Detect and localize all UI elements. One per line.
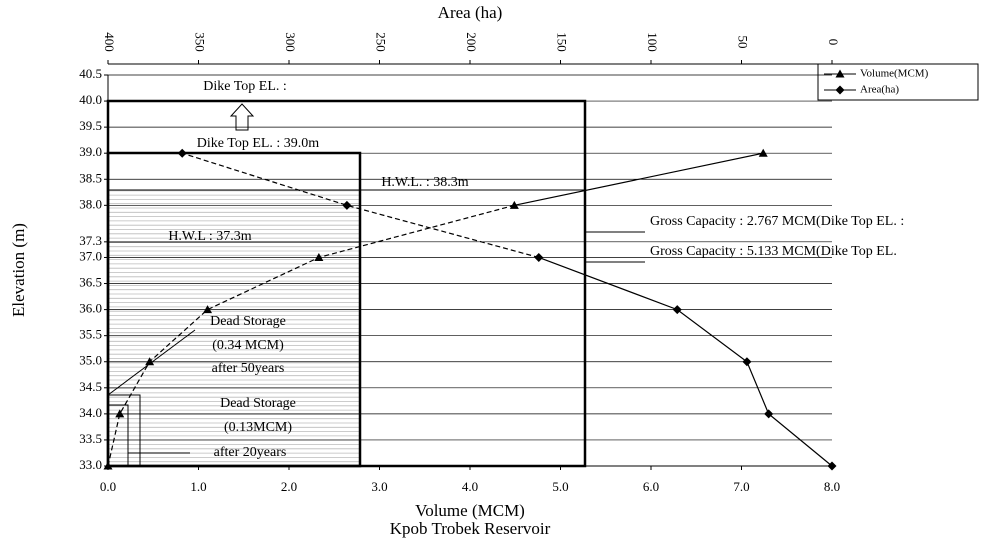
series-line bbox=[514, 152, 764, 206]
hatching bbox=[108, 190, 360, 467]
arrow-up bbox=[229, 103, 255, 131]
y-tick-label: 37.3 bbox=[79, 233, 102, 248]
marker bbox=[145, 357, 155, 366]
chart-title: Kpob Trobek Reservoir bbox=[390, 519, 551, 538]
annotation: after 50years bbox=[212, 361, 285, 376]
marker bbox=[827, 461, 837, 471]
annotation: after 20years bbox=[214, 445, 287, 460]
x-tick-label: 5.0 bbox=[552, 479, 568, 494]
x2-tick-label: 0 bbox=[826, 39, 841, 46]
y-tick-label: 34.5 bbox=[79, 379, 102, 394]
legend-label: Area(ha) bbox=[860, 84, 899, 96]
y-tick-label: 39.0 bbox=[79, 144, 102, 159]
x-tick-label: 3.0 bbox=[371, 479, 387, 494]
y-tick-label: 36.5 bbox=[79, 275, 102, 290]
x2-tick-label: 400 bbox=[102, 32, 117, 52]
x2-tick-label: 350 bbox=[193, 32, 208, 52]
annotation: Dike Top EL. : bbox=[203, 79, 287, 94]
x-tick-label: 0.0 bbox=[100, 479, 116, 494]
marker bbox=[509, 200, 519, 209]
y-tick-label: 40.5 bbox=[79, 66, 102, 81]
y-tick-label: 34.0 bbox=[79, 405, 102, 420]
annotation: Dike Top EL. : 39.0m bbox=[197, 136, 320, 151]
x-tick-label: 1.0 bbox=[190, 479, 206, 494]
marker bbox=[764, 409, 774, 419]
marker bbox=[177, 148, 187, 158]
annotation: Gross Capacity : 5.133 MCM(Dike Top EL. bbox=[650, 244, 897, 259]
marker bbox=[758, 148, 768, 157]
marker bbox=[742, 357, 752, 367]
y-tick-label: 37.0 bbox=[79, 248, 102, 263]
series-line bbox=[107, 204, 515, 467]
annotation: H.W.L. : 38.3m bbox=[381, 175, 468, 190]
marker bbox=[103, 461, 113, 470]
annotation: Dead Storage bbox=[220, 396, 296, 411]
marker bbox=[342, 200, 352, 210]
x2-tick-label: 200 bbox=[464, 32, 479, 52]
y-tick-label: 36.0 bbox=[79, 301, 102, 316]
y-tick-label: 40.0 bbox=[79, 92, 102, 107]
y-tick-label: 33.5 bbox=[79, 431, 102, 446]
y-tick-label: 38.0 bbox=[79, 196, 102, 211]
x-tick-label: 4.0 bbox=[462, 479, 478, 494]
x2-tick-label: 50 bbox=[736, 36, 751, 49]
marker bbox=[534, 252, 544, 262]
marker bbox=[115, 409, 125, 418]
annotation: (0.34 MCM) bbox=[212, 338, 284, 353]
y-tick-label: 33.0 bbox=[79, 457, 102, 472]
marker bbox=[672, 305, 682, 315]
y-axis-title: Elevation (m) bbox=[9, 223, 28, 317]
series-line bbox=[182, 152, 539, 259]
legend-label: Volume(MCM) bbox=[860, 68, 929, 80]
x-tick-label: 7.0 bbox=[733, 479, 749, 494]
x2-tick-label: 100 bbox=[645, 32, 660, 52]
annotation: (0.13MCM) bbox=[224, 420, 292, 435]
x-tick-label: 8.0 bbox=[824, 479, 840, 494]
annotation: H.W.L : 37.3m bbox=[168, 229, 251, 244]
annotation: Gross Capacity : 2.767 MCM(Dike Top EL. … bbox=[650, 214, 904, 229]
marker bbox=[203, 305, 213, 314]
legend bbox=[817, 63, 979, 101]
legend-marker bbox=[835, 85, 845, 95]
x-axis-title: Volume (MCM) bbox=[415, 501, 525, 520]
marker bbox=[314, 252, 324, 261]
x2-axis-title: Area (ha) bbox=[438, 3, 503, 22]
y-tick-label: 38.5 bbox=[79, 170, 102, 185]
x-tick-label: 6.0 bbox=[643, 479, 659, 494]
legend-marker bbox=[835, 69, 845, 78]
y-tick-label: 39.5 bbox=[79, 118, 102, 133]
x2-tick-label: 250 bbox=[374, 32, 389, 52]
x-tick-label: 2.0 bbox=[281, 479, 297, 494]
x2-tick-label: 300 bbox=[283, 32, 298, 52]
annotation: Dead Storage bbox=[210, 314, 286, 329]
y-tick-label: 35.5 bbox=[79, 327, 102, 342]
y-tick-label: 35.0 bbox=[79, 353, 102, 368]
x2-tick-label: 150 bbox=[555, 32, 570, 52]
